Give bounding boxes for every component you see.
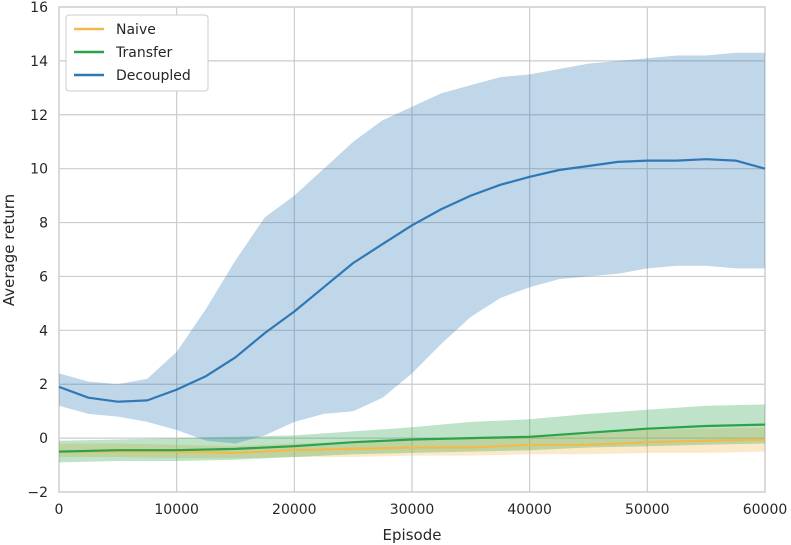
series-line-naive	[59, 438, 766, 454]
band-naive	[59, 427, 765, 459]
y-tick-label: 0	[39, 431, 48, 447]
y-tick-label: 6	[39, 269, 48, 285]
y-tick-label: 14	[30, 54, 48, 70]
x-tick-label: 40000	[507, 502, 552, 518]
x-axis-label: Episode	[383, 526, 442, 544]
series-lines	[58, 158, 766, 454]
y-tick-label: 10	[30, 162, 48, 178]
legend-label-decoupled: Decoupled	[116, 68, 191, 84]
legend-label-transfer: Transfer	[115, 45, 173, 61]
series-line-transfer	[58, 423, 766, 453]
y-tick-labels: −2 0 2 4 6 8 10 12 14 16	[27, 0, 48, 501]
y-tick-label: 8	[39, 216, 48, 232]
y-tick-label: 4	[39, 323, 48, 339]
x-tick-label: 0	[55, 502, 64, 518]
legend-box	[65, 14, 209, 92]
x-tick-label: 30000	[390, 502, 435, 518]
y-tick-label: −2	[27, 485, 48, 501]
band-decoupled	[59, 52, 765, 444]
y-axis-label: Average return	[0, 194, 18, 306]
x-tick-label: 20000	[272, 502, 317, 518]
y-tick-label: 12	[30, 108, 48, 124]
grid-lines	[58, 6, 766, 493]
x-tick-label: 60000	[743, 502, 788, 518]
x-tick-labels: 0 10000 20000 30000 40000 50000 60000	[55, 502, 788, 518]
x-tick-label: 10000	[154, 502, 199, 518]
x-tick-label: 50000	[625, 502, 670, 518]
legend-label-naive: Naive	[116, 22, 156, 38]
y-tick-label: 2	[39, 377, 48, 393]
series-line-decoupled	[58, 158, 766, 403]
legend: Naive Transfer Decoupled	[65, 14, 209, 92]
y-tick-label: 16	[30, 0, 48, 16]
